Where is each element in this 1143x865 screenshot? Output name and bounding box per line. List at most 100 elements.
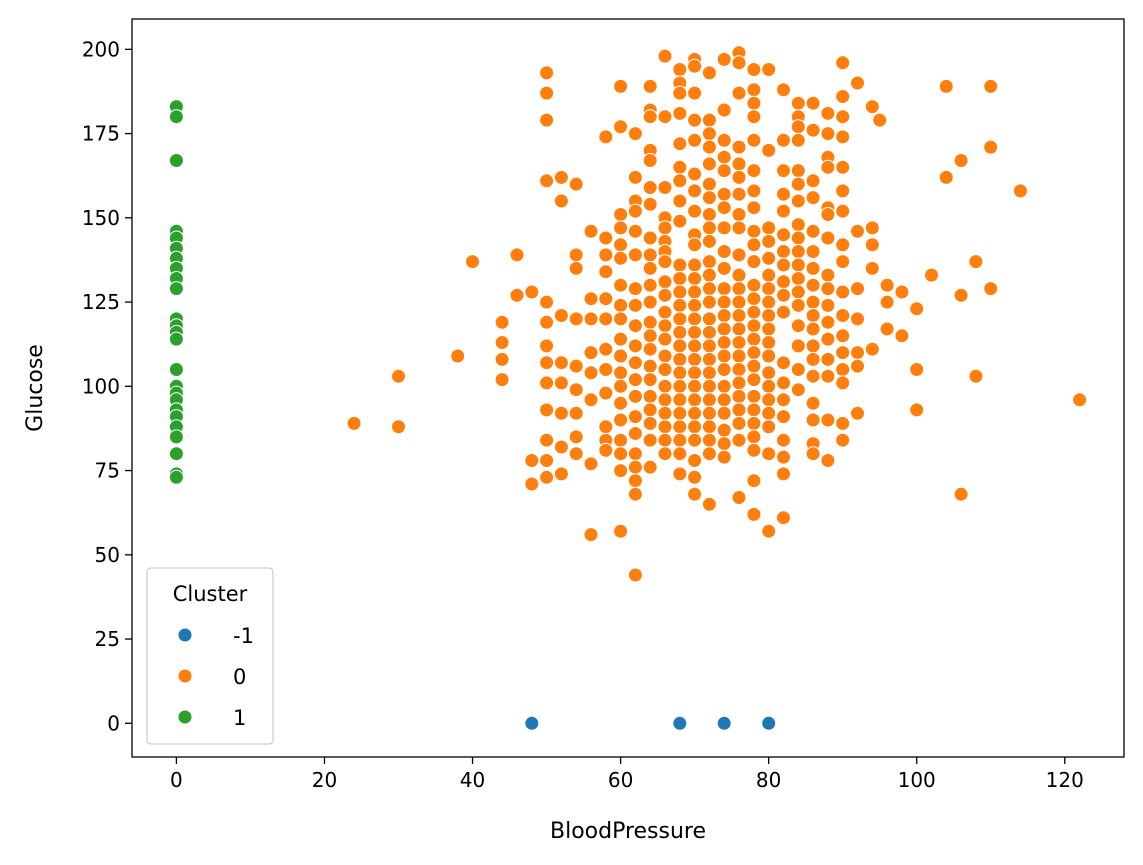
- cluster-0-point: [835, 55, 851, 71]
- plot-frame: [131, 18, 1125, 758]
- y-axis-label: Glucose: [23, 344, 48, 432]
- cluster-0-point: [820, 207, 836, 222]
- cluster-0-point: [687, 85, 703, 101]
- cluster-0-point: [820, 126, 836, 142]
- cluster-0-point: [864, 237, 880, 253]
- cluster-0-point: [850, 405, 865, 421]
- cluster-0-point: [746, 82, 762, 98]
- cluster-0-point: [731, 156, 747, 172]
- cluster-0-point: [790, 271, 806, 286]
- cluster-0-point: [761, 348, 777, 364]
- cluster-0-point: [687, 166, 703, 182]
- cluster-0-point: [687, 486, 703, 502]
- cluster-0-point: [539, 453, 555, 468]
- cluster-0-point: [835, 109, 851, 125]
- cluster-0-point: [687, 419, 703, 435]
- cluster-0-point: [805, 173, 821, 189]
- cluster-0-point: [553, 169, 569, 185]
- y-tick-label: 125: [82, 290, 120, 314]
- cluster-0-point: [746, 183, 762, 199]
- cluster-0-point: [701, 446, 717, 462]
- cluster-0-point: [613, 446, 629, 462]
- cluster-0-point: [687, 183, 703, 199]
- cluster-1-point: [168, 362, 184, 377]
- cluster-0-point: [850, 311, 865, 327]
- cluster-0-point: [524, 476, 540, 492]
- cluster-0-point: [509, 247, 525, 263]
- cluster-0-point: [553, 439, 569, 455]
- cluster-0-point: [642, 78, 658, 94]
- cluster-0-point: [465, 254, 480, 270]
- cluster-0-point: [746, 304, 762, 320]
- cluster-0-point: [731, 348, 747, 364]
- cluster-0-point: [731, 207, 747, 222]
- cluster-0-point: [761, 142, 777, 158]
- cluster-0-point: [716, 186, 732, 202]
- y-tick-label: 175: [82, 122, 120, 146]
- cluster-0-point: [524, 284, 540, 300]
- cluster-0-point: [761, 220, 777, 236]
- cluster-0-point: [701, 233, 717, 249]
- cluster-0-point: [790, 230, 806, 246]
- cluster-0-point: [805, 395, 821, 411]
- cluster--1-point: [761, 715, 777, 731]
- cluster-0-point: [776, 287, 791, 303]
- cluster-0-point: [716, 321, 732, 337]
- cluster-0-point: [701, 176, 717, 192]
- cluster-0-point: [790, 119, 806, 135]
- x-tick-label: 100: [898, 768, 936, 792]
- cluster-0-point: [687, 271, 703, 286]
- cluster-0-point: [850, 281, 865, 297]
- cluster-0-point: [613, 207, 629, 222]
- cluster-0-point: [776, 82, 791, 98]
- cluster-0-point: [731, 321, 747, 337]
- cluster-0-point: [539, 314, 555, 330]
- cluster-0-point: [776, 227, 791, 243]
- cluster-0-point: [731, 490, 747, 505]
- cluster-0-point: [568, 311, 584, 327]
- cluster-0-point: [583, 392, 599, 408]
- cluster-0-point: [613, 250, 629, 266]
- cluster-0-point: [627, 318, 643, 334]
- cluster-0-point: [657, 432, 673, 448]
- cluster-0-point: [642, 180, 658, 195]
- cluster-0-point: [494, 372, 510, 388]
- cluster-0-point: [746, 109, 762, 125]
- cluster-0-point: [613, 463, 629, 479]
- cluster-0-point: [790, 217, 806, 233]
- cluster-0-point: [642, 230, 658, 246]
- x-tick-label: 20: [312, 768, 337, 792]
- cluster-0-point: [642, 415, 658, 431]
- cluster-0-point: [657, 274, 673, 290]
- cluster-0-point: [820, 281, 836, 297]
- cluster-0-point: [391, 368, 406, 384]
- cluster-0-point: [642, 341, 658, 357]
- cluster--1-point: [524, 715, 540, 731]
- cluster-0-point: [672, 213, 688, 229]
- cluster-0-point: [731, 388, 747, 404]
- cluster-0-point: [746, 345, 762, 361]
- cluster-0-point: [716, 392, 732, 408]
- cluster-0-point: [790, 284, 806, 300]
- cluster-0-point: [539, 402, 555, 418]
- cluster-0-point: [761, 335, 777, 350]
- cluster-0-point: [790, 176, 806, 192]
- cluster-0-point: [790, 257, 806, 273]
- cluster-0-point: [776, 132, 791, 148]
- cluster-1-point: [168, 281, 184, 297]
- cluster-0-point: [731, 294, 747, 310]
- cluster-0-point: [494, 314, 510, 330]
- cluster-0-point: [731, 402, 747, 418]
- cluster-0-point: [657, 362, 673, 377]
- cluster-0-point: [820, 412, 836, 428]
- cluster-0-point: [761, 419, 777, 435]
- cluster-0-point: [687, 378, 703, 394]
- cluster-0-point: [657, 331, 673, 347]
- cluster-0-point: [598, 419, 614, 435]
- cluster-0-point: [583, 223, 599, 239]
- cluster-0-point: [716, 362, 732, 377]
- cluster-0-point: [613, 412, 629, 428]
- legend-label--1: -1: [233, 624, 254, 648]
- cluster-0-point: [687, 351, 703, 367]
